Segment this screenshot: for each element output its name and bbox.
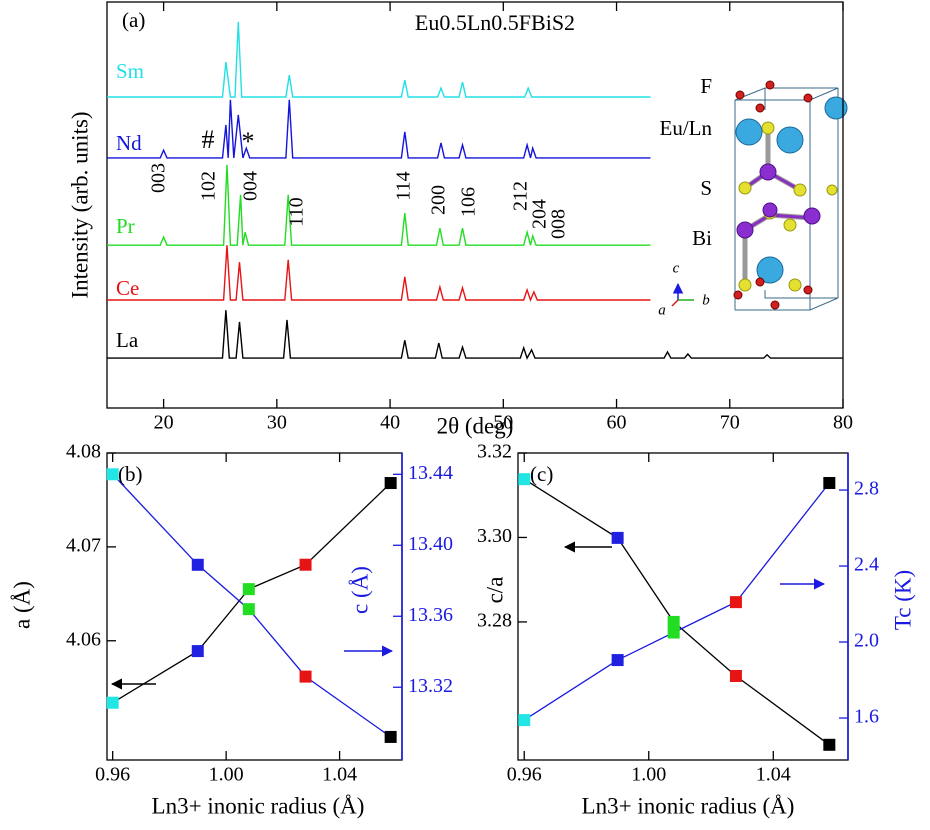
data-point — [106, 468, 119, 481]
series-line — [523, 482, 830, 721]
data-point — [299, 558, 312, 571]
data-point — [823, 738, 836, 751]
peak-annotation: 003 — [148, 163, 170, 193]
data-point — [242, 603, 255, 616]
chart-title: Eu0.5Ln0.5FBiS2 — [415, 10, 575, 35]
data-point — [729, 596, 742, 609]
inset-label: F — [700, 74, 712, 98]
y-tick-label: 1.6 — [854, 706, 879, 728]
inset-label: Bi — [692, 226, 712, 250]
y-tick-label: 4.06 — [66, 628, 101, 650]
crystal-inset — [671, 80, 848, 311]
panel-label: (b) — [118, 462, 143, 486]
peak-annotation: # — [202, 125, 215, 154]
x-tick-label: 1.00 — [631, 764, 666, 786]
x-tick-label: 60 — [607, 412, 627, 434]
y-tick-label: 13.36 — [408, 604, 453, 626]
y-axis-label: a (Å) — [9, 581, 34, 629]
peak-annotation: 004 — [240, 171, 262, 201]
data-point — [191, 645, 204, 658]
peak-annotation: 212 — [510, 181, 532, 211]
y-tick-label: 4.07 — [66, 534, 101, 556]
data-point — [299, 670, 312, 683]
series-line — [107, 245, 843, 300]
peak-annotation: 110 — [286, 197, 308, 226]
series-label: Ce — [116, 276, 139, 300]
data-point — [518, 714, 531, 727]
peak-annotation: 200 — [428, 185, 450, 215]
data-point — [667, 626, 680, 639]
y-axis-label: Intensity (arb. units) — [67, 111, 92, 298]
series-label: La — [116, 328, 139, 352]
peak-annotation: 008 — [548, 209, 570, 239]
peak-annotation: * — [242, 127, 255, 156]
y-tick-label: 13.32 — [408, 675, 453, 697]
inset-label: b — [702, 292, 710, 308]
series-line — [523, 478, 830, 746]
peak-annotation: 204 — [529, 199, 551, 229]
y2-axis-label: Tc (K) — [890, 570, 915, 630]
y-tick-label: 4.08 — [66, 441, 101, 463]
x-axis-label: 2θ (deg) — [437, 413, 514, 438]
x-tick-label: 1.04 — [756, 764, 791, 786]
peak-annotation: 102 — [198, 171, 220, 201]
data-point — [191, 558, 204, 571]
x-tick-label: 1.00 — [209, 764, 244, 786]
peak-annotation: 106 — [458, 187, 480, 217]
x-tick-label: 0.96 — [507, 764, 542, 786]
data-point — [611, 531, 624, 544]
series-line — [107, 100, 843, 158]
panel-label: (c) — [530, 462, 553, 486]
data-point — [106, 696, 119, 709]
x-tick-label: 0.96 — [95, 764, 130, 786]
data-point — [729, 669, 742, 682]
y-tick-label: 2.0 — [854, 630, 879, 652]
y-tick-label: 2.4 — [854, 554, 879, 576]
x-tick-label: 50 — [493, 412, 513, 434]
series-label: Sm — [116, 59, 144, 83]
y-tick-label: 13.44 — [408, 462, 453, 484]
data-point — [242, 583, 255, 596]
panel-label: (a) — [122, 8, 145, 32]
x-tick-label: 20 — [154, 412, 174, 434]
x-tick-label: 80 — [833, 412, 853, 434]
y-tick-label: 3.32 — [477, 441, 512, 463]
data-point — [823, 477, 836, 490]
y-tick-label: 3.30 — [477, 525, 512, 547]
data-point — [667, 615, 680, 628]
x-tick-label: 40 — [380, 412, 400, 434]
inset-label: Eu/Ln — [660, 116, 713, 140]
series-label: Pr — [116, 214, 135, 238]
x-tick-label: 70 — [720, 412, 740, 434]
x-axis-label: Ln3+ inonic radius (Å) — [152, 793, 365, 818]
inset-label: c — [673, 260, 680, 276]
x-tick-label: 1.04 — [322, 764, 357, 786]
axis-arrows — [110, 541, 826, 690]
y-axis-label: c/a — [482, 577, 507, 604]
data-point — [518, 473, 531, 486]
y-tick-label: 13.40 — [408, 533, 453, 555]
plot-frame — [106, 1, 844, 409]
x-tick-label: 30 — [267, 412, 287, 434]
y2-axis-label: c (Å) — [347, 566, 372, 614]
y-tick-label: 2.8 — [854, 478, 879, 500]
data-point — [384, 730, 397, 743]
inset-label: S — [700, 176, 712, 200]
x-axis-label: Ln3+ inonic radius (Å) — [582, 793, 795, 818]
peak-annotation: 114 — [393, 171, 415, 200]
y-tick-label: 3.28 — [477, 610, 512, 632]
data-point — [611, 654, 624, 667]
inset-label: a — [658, 302, 666, 318]
plot-frame — [517, 452, 849, 761]
data-point — [384, 477, 397, 490]
series-line — [107, 310, 843, 360]
series-label: Nd — [116, 131, 142, 155]
